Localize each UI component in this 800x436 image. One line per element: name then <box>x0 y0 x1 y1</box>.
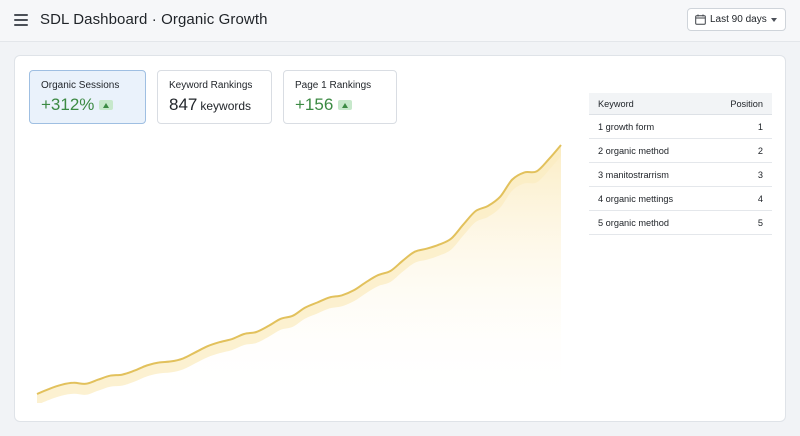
table-header: Keyword Position <box>589 93 772 115</box>
keyword-cell: 2 organic method <box>598 146 669 156</box>
position-cell: 5 <box>757 218 763 228</box>
table-row[interactable]: 3 manitostrarrism 3 <box>589 163 772 187</box>
area-fill <box>37 145 561 403</box>
column-header-position: Position <box>730 99 763 109</box>
series-line <box>36 144 562 395</box>
kpi-value: +312% <box>41 95 95 114</box>
kpi-label: Page 1 Rankings <box>295 80 372 91</box>
date-range-select[interactable]: Last 90 days <box>687 8 786 31</box>
table-row[interactable]: 4 organic mettings 4 <box>589 187 772 211</box>
kpi-value: 847 keywords <box>169 95 251 115</box>
position-cell: 1 <box>757 122 763 132</box>
table-row[interactable]: 1 growth form 1 <box>589 115 772 139</box>
position-cell: 4 <box>757 194 763 204</box>
kpi-value: +156 <box>295 95 334 114</box>
column-header-keyword: Keyword <box>598 99 634 109</box>
page-title: SDL Dashboard · Organic Growth <box>40 11 268 28</box>
keyword-cell: 4 organic mettings <box>598 194 674 204</box>
trend-up-icon <box>99 100 113 110</box>
table-row[interactable]: 2 organic method 2 <box>589 139 772 163</box>
hamburger-menu-icon[interactable] <box>14 14 28 26</box>
kpi-organic-sessions[interactable]: Organic Sessions +312% <box>29 70 146 124</box>
kpi-number: 847 <box>169 95 198 114</box>
table-row[interactable]: 5 organic method 5 <box>589 211 772 235</box>
position-cell: 2 <box>757 146 763 156</box>
kpi-label: Organic Sessions <box>41 80 120 91</box>
top-bar: SDL Dashboard · Organic Growth Last 90 d… <box>0 0 800 42</box>
date-range-label: Last 90 days <box>710 14 767 25</box>
keyword-cell: 5 organic method <box>598 218 669 228</box>
chart-plot-area <box>36 144 562 403</box>
position-cell: 3 <box>757 170 763 180</box>
chevron-down-icon <box>771 18 777 22</box>
kpi-unit: keywords <box>200 99 252 113</box>
calendar-icon <box>695 14 706 25</box>
dashboard-panel: Organic Sessions +312% Keyword Rankings … <box>14 55 786 422</box>
organic-growth-chart <box>36 144 562 403</box>
keyword-cell: 1 growth form <box>598 122 655 132</box>
kpi-page1-rankings[interactable]: Page 1 Rankings +156 <box>283 70 397 124</box>
keyword-table: Keyword Position 1 growth form 1 2 organ… <box>589 93 772 235</box>
kpi-label: Keyword Rankings <box>169 80 253 91</box>
keyword-cell: 3 manitostrarrism <box>598 170 669 180</box>
kpi-keyword-rankings[interactable]: Keyword Rankings 847 keywords <box>157 70 272 124</box>
trend-up-icon <box>338 100 352 110</box>
